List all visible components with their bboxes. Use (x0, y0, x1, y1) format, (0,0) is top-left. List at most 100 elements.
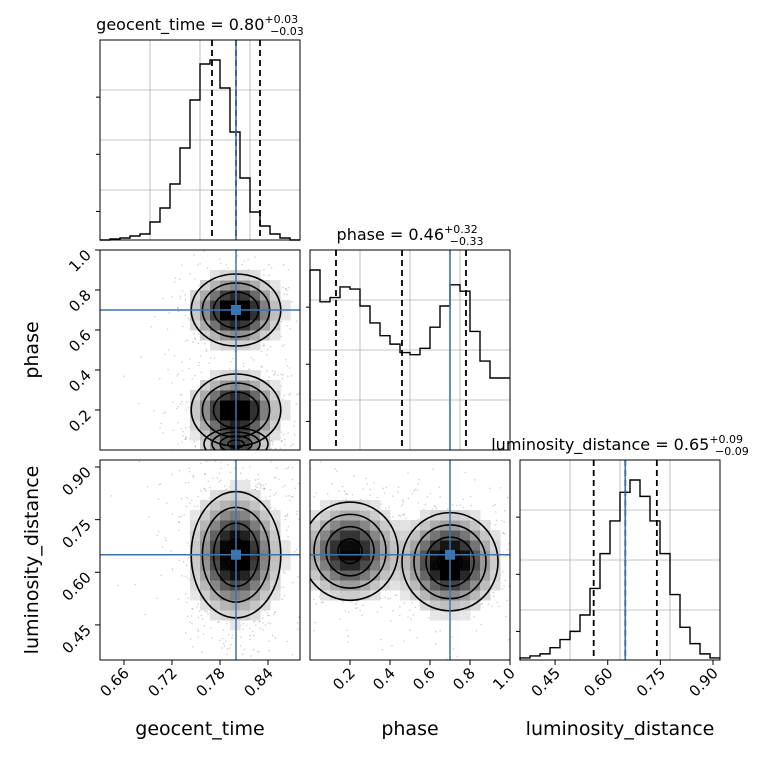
density-cell (260, 440, 271, 450)
density-cell (470, 580, 481, 591)
scatter-point (185, 426, 187, 429)
scatter-point (159, 482, 162, 485)
scatter-point (283, 293, 285, 296)
scatter-point (225, 488, 228, 490)
scatter-point (269, 488, 272, 491)
scatter-point (502, 531, 504, 534)
scatter-point (275, 457, 277, 459)
scatter-point (226, 245, 228, 247)
x-tick-label: 0.84 (240, 664, 276, 700)
scatter-point (212, 477, 214, 480)
scatter-point (303, 603, 305, 605)
scatter-point (176, 307, 179, 310)
density-cell (450, 600, 461, 611)
y-tick-label: 0.60 (58, 568, 94, 604)
density-cell (250, 570, 261, 581)
density-cell (360, 540, 371, 551)
scatter-point (181, 370, 184, 372)
title-plus: +0.09 (709, 433, 743, 446)
scatter-point (166, 328, 169, 331)
scatter-point (178, 516, 181, 518)
scatter-point (266, 348, 269, 351)
scatter-point (262, 454, 264, 456)
scatter-point (399, 605, 401, 608)
scatter-point (217, 452, 219, 454)
scatter-point (180, 394, 183, 396)
scatter-point (355, 603, 357, 605)
density-cell (350, 520, 361, 531)
scatter-point (226, 647, 229, 650)
scatter-point (268, 495, 271, 498)
scatter-point (179, 393, 182, 396)
density-cell (270, 560, 281, 571)
contour-line (337, 538, 363, 565)
scatter-point (256, 650, 259, 653)
scatter-point (515, 538, 517, 540)
scatter-point (285, 529, 288, 531)
density-cell (210, 590, 221, 601)
scatter-point (298, 392, 300, 395)
scatter-point (315, 603, 318, 605)
density-cell (240, 490, 251, 501)
scatter-point (177, 405, 180, 408)
density-cell (320, 560, 331, 571)
density-cell (190, 400, 201, 411)
scatter-point (390, 620, 392, 622)
scatter-point (327, 670, 329, 672)
density-cell (450, 510, 461, 521)
scatter-point (182, 560, 185, 563)
scatter-point (265, 354, 268, 356)
scatter-point (178, 469, 181, 472)
scatter-point (410, 618, 412, 621)
density-cell (260, 570, 271, 581)
scatter-point (263, 487, 266, 490)
scatter-point (268, 264, 270, 266)
scatter-point (341, 485, 344, 488)
scatter-point (291, 653, 294, 656)
density-cell (260, 530, 271, 541)
density-cell (220, 300, 231, 311)
scatter-point (232, 357, 234, 360)
scatter-point (243, 648, 246, 651)
scatter-point (270, 461, 272, 463)
scatter-point (492, 504, 494, 507)
density-cell (280, 410, 291, 421)
scatter-point (342, 601, 345, 603)
density-cell (320, 530, 331, 541)
scatter-point (250, 450, 252, 452)
density-cell (360, 570, 371, 581)
scatter-point (185, 453, 187, 455)
scatter-point (284, 515, 287, 518)
scatter-point (189, 620, 191, 623)
scatter-point (263, 248, 265, 250)
density-cell (200, 510, 211, 521)
scatter-point (177, 310, 180, 313)
scatter-point (220, 262, 222, 265)
density-cell (320, 500, 331, 511)
x-tick-label: 0.8 (449, 664, 479, 694)
density-cell (430, 580, 441, 591)
scatter-point (282, 486, 284, 488)
density-cell (200, 500, 211, 511)
scatter-point (170, 451, 172, 453)
scatter-point (281, 377, 284, 380)
density-cell (210, 380, 221, 391)
density-cell (270, 400, 281, 411)
scatter-point (294, 487, 297, 490)
scatter-point (187, 481, 190, 484)
scatter-point (281, 398, 284, 401)
density-cell (360, 520, 371, 531)
density-cell (310, 510, 321, 521)
scatter-point (229, 451, 231, 453)
density-cell (220, 280, 231, 291)
scatter-point (514, 502, 516, 504)
scatter-point (261, 366, 263, 368)
scatter-point (231, 457, 233, 459)
scatter-point (263, 488, 266, 490)
density-cell (270, 280, 281, 291)
scatter-point (214, 460, 217, 462)
scatter-point (306, 500, 308, 502)
contour-line (325, 525, 375, 577)
density-cell (190, 540, 201, 551)
density-cell (240, 390, 251, 401)
